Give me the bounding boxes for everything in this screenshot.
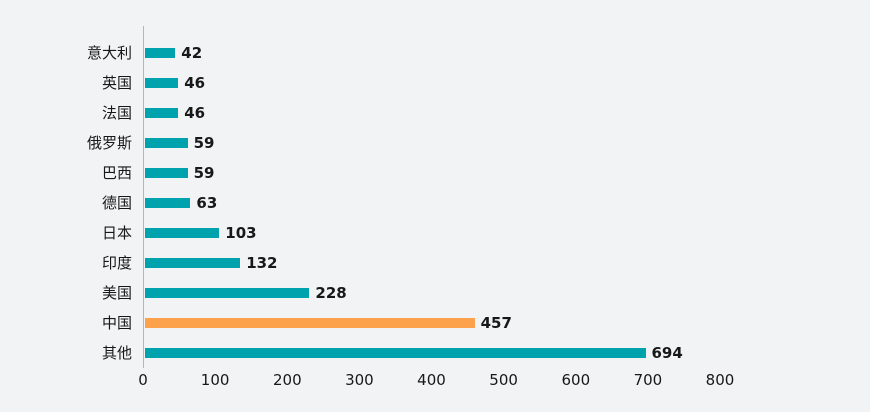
x-tick-label: 200 xyxy=(272,371,302,389)
x-tick-label: 500 xyxy=(489,371,518,389)
bar xyxy=(145,48,176,58)
x-axis-ticks: 0 100 200 300 400 500 600 700 800 xyxy=(138,371,734,393)
bar-row: 印度 132 xyxy=(0,248,870,278)
bar-row: 巴西 59 xyxy=(0,158,870,188)
x-tick-label: 0 xyxy=(138,371,148,389)
bar xyxy=(145,198,191,208)
bar-track: 59 xyxy=(143,133,870,152)
x-tick-label: 600 xyxy=(561,371,591,389)
bar-row: 德国 63 xyxy=(0,188,870,218)
bar-track: 46 xyxy=(143,73,870,92)
bar-track: 59 xyxy=(143,163,870,182)
category-label: 法国 xyxy=(101,103,132,122)
value-label: 132 xyxy=(246,253,278,272)
bar-track: 46 xyxy=(143,103,870,122)
value-label: 228 xyxy=(315,283,347,302)
value-label: 457 xyxy=(480,313,512,332)
category-label: 其他 xyxy=(101,343,132,362)
bar xyxy=(145,318,475,328)
bar xyxy=(145,228,220,238)
category-label: 俄罗斯 xyxy=(86,133,132,152)
bar-row: 意大利 42 xyxy=(0,38,870,68)
category-label: 英国 xyxy=(101,73,132,92)
bar-track: 42 xyxy=(143,43,870,62)
bar xyxy=(145,258,241,268)
chart-rows: 意大利 42 英国 46 法国 46 俄罗斯 59 巴西 59 德国 63 日本 103 印度 132 美国 22… xyxy=(0,38,870,368)
bar-track: 457 xyxy=(143,313,870,332)
bar-row: 法国 46 xyxy=(0,98,870,128)
bar-row: 日本 103 xyxy=(0,218,870,248)
bar xyxy=(145,348,646,358)
bar-row: 其他 694 xyxy=(0,338,870,368)
value-label: 42 xyxy=(181,43,203,62)
value-label: 103 xyxy=(225,223,257,242)
bar-row: 俄罗斯 59 xyxy=(0,128,870,158)
bar xyxy=(145,78,179,88)
x-tick-label: 700 xyxy=(633,371,663,389)
x-tick-label: 300 xyxy=(345,371,374,389)
bar xyxy=(145,288,310,298)
bar xyxy=(145,108,179,118)
bar-track: 63 xyxy=(143,193,870,212)
category-label: 中国 xyxy=(101,313,132,332)
x-tick-label: 800 xyxy=(705,371,735,389)
category-label: 印度 xyxy=(101,253,132,272)
bar xyxy=(145,168,188,178)
bar-row: 中国 457 xyxy=(0,308,870,338)
category-label: 美国 xyxy=(101,283,132,302)
value-label: 59 xyxy=(193,163,215,182)
bar-track: 694 xyxy=(143,343,870,362)
bar-row: 英国 46 xyxy=(0,68,870,98)
value-label: 694 xyxy=(651,343,683,362)
bar-track: 103 xyxy=(143,223,870,242)
value-label: 59 xyxy=(193,133,215,152)
category-label: 日本 xyxy=(101,223,132,242)
y-axis-line xyxy=(143,26,144,368)
category-label: 巴西 xyxy=(101,163,132,182)
bar-track: 132 xyxy=(143,253,870,272)
category-label: 意大利 xyxy=(86,43,132,62)
bar xyxy=(145,138,188,148)
x-tick-label: 400 xyxy=(417,371,446,389)
value-label: 46 xyxy=(184,73,206,92)
category-label: 德国 xyxy=(101,193,132,212)
bar-track: 228 xyxy=(143,283,870,302)
value-label: 46 xyxy=(184,103,206,122)
value-label: 63 xyxy=(196,193,218,212)
bar-row: 美国 228 xyxy=(0,278,870,308)
x-tick-label: 100 xyxy=(200,371,230,389)
